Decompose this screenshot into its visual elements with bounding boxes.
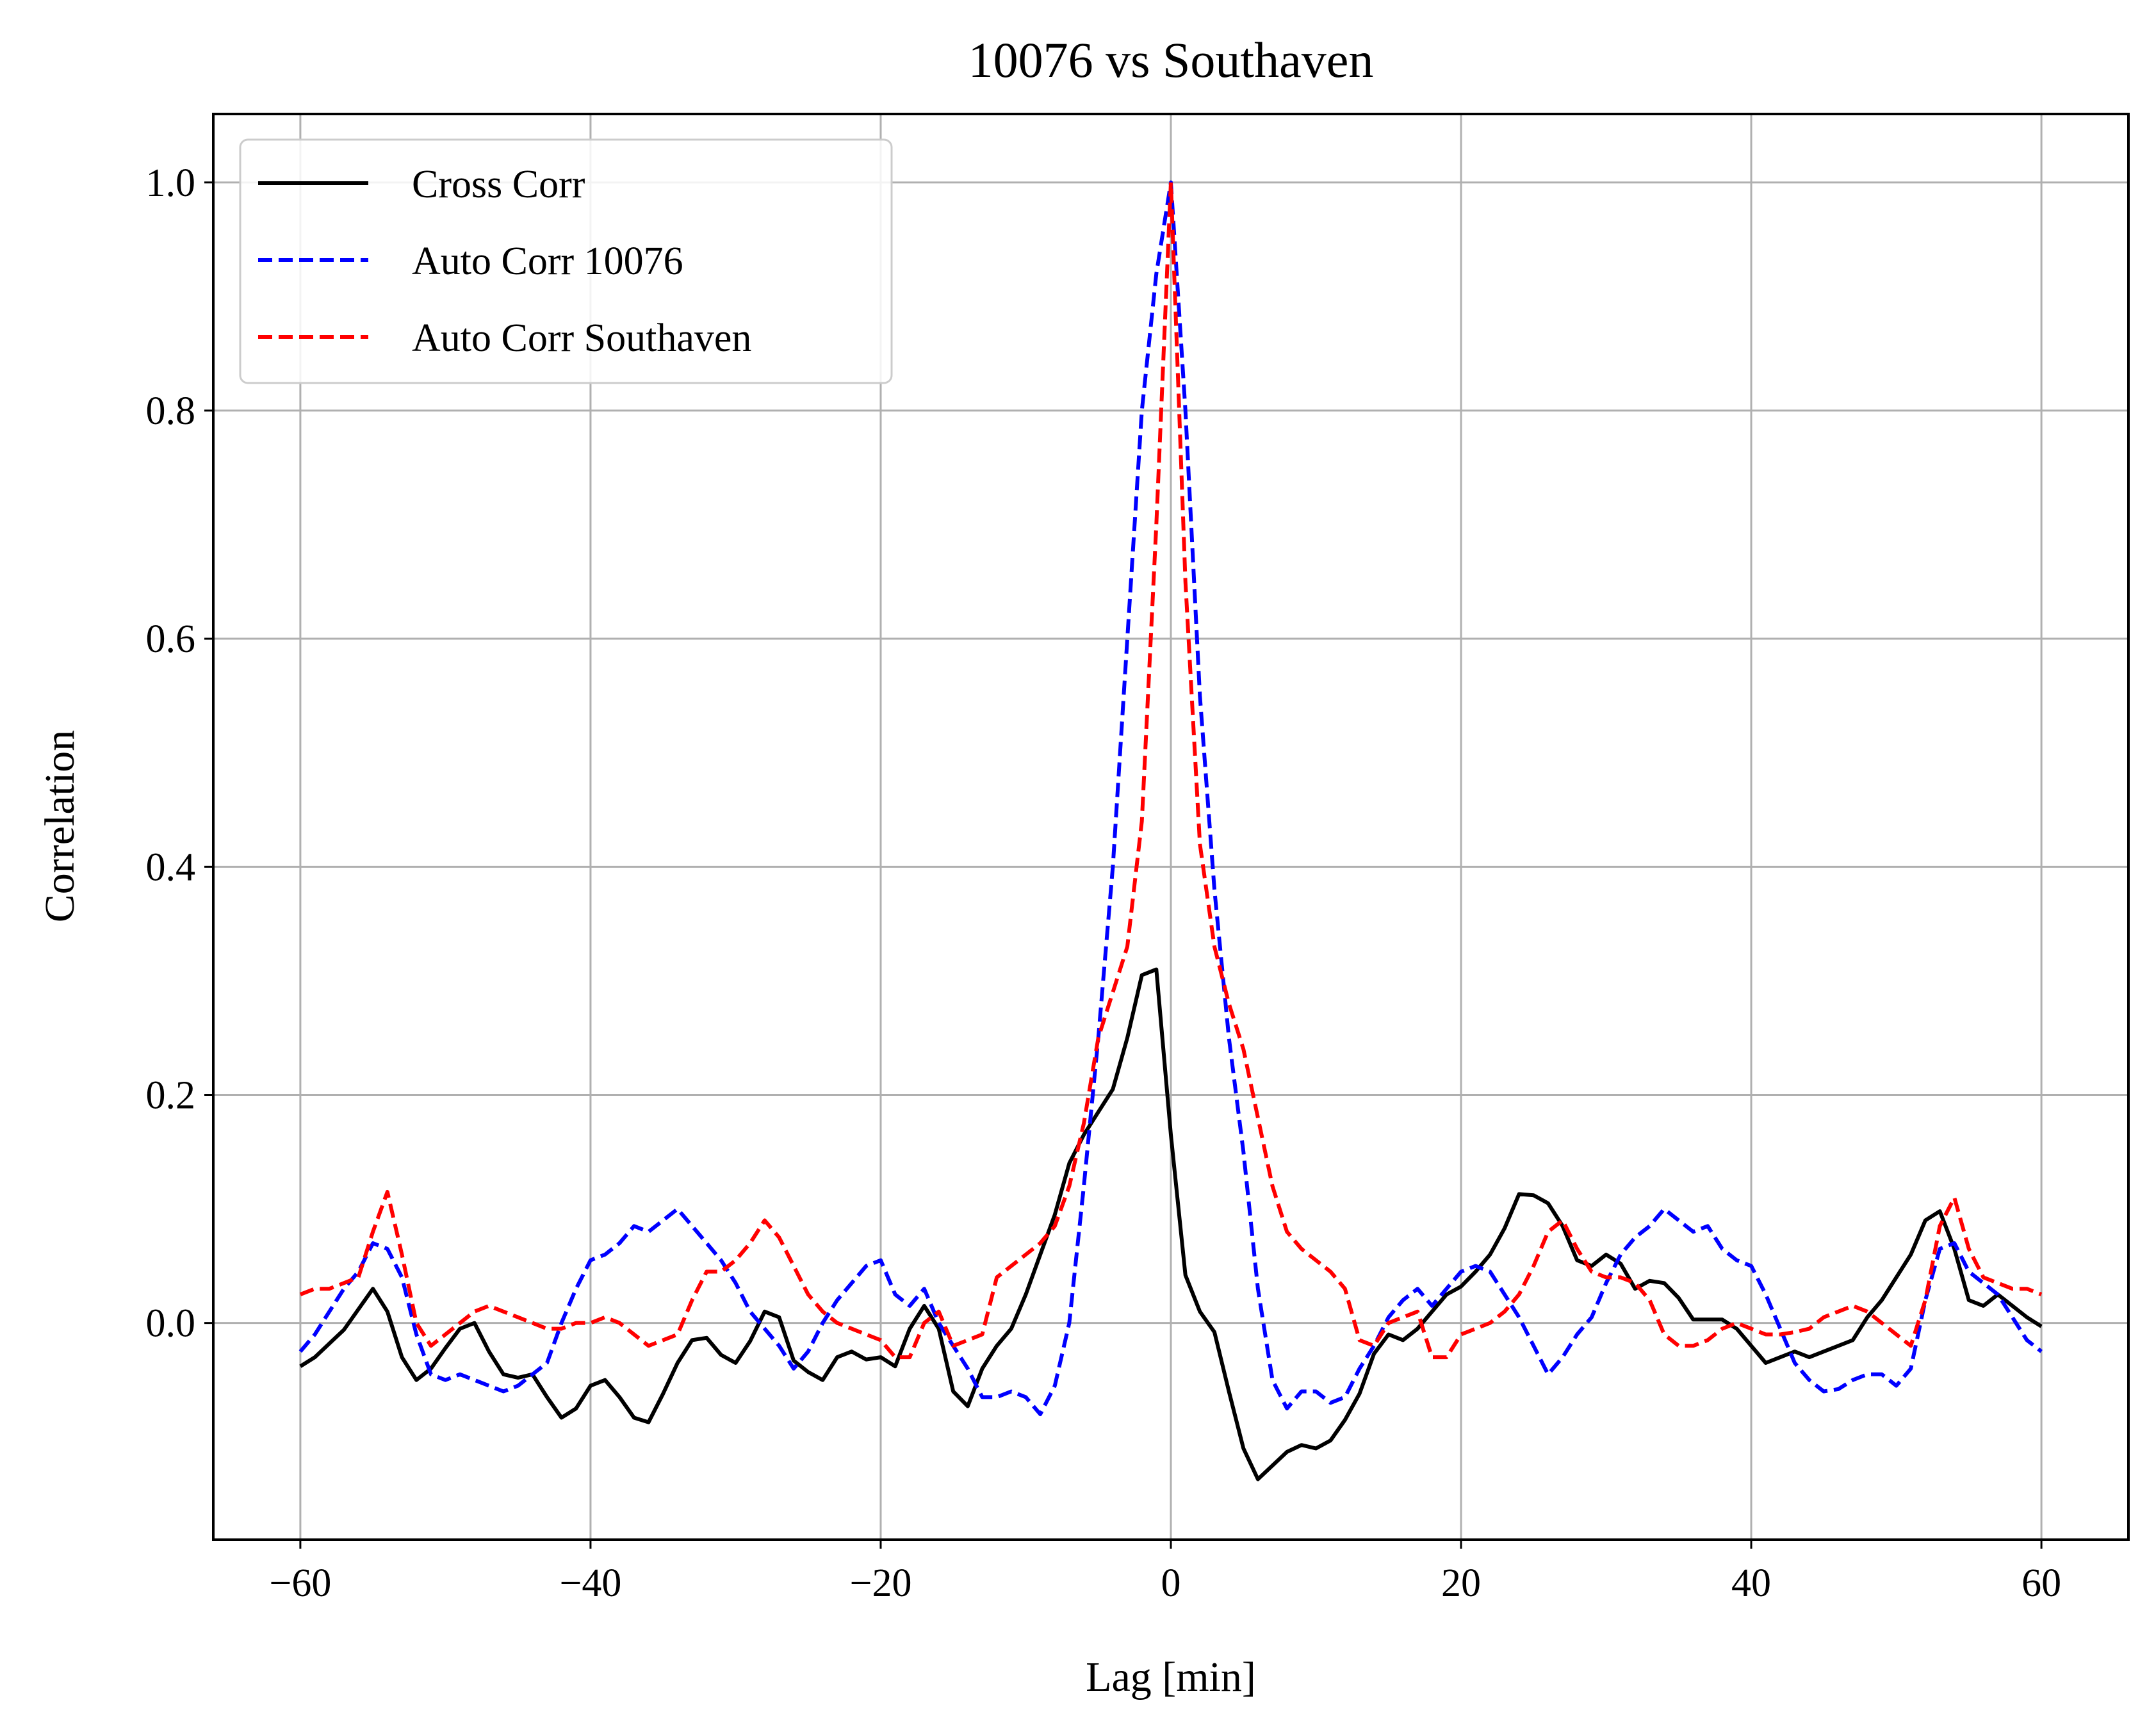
series-line-auto-corr-southaven (299, 180, 2043, 1360)
y-axis-ticks: 0.0 0.2 0.4 0.6 0.8 1.0 (146, 161, 213, 1346)
x-axis-ticks: −60 −40 −20 0 20 40 60 (269, 1540, 2061, 1605)
y-tick-label: 1.0 (146, 161, 196, 205)
x-tick-label: 60 (2021, 1561, 2061, 1605)
y-tick-label: 0.0 (146, 1302, 196, 1346)
legend: Cross Corr Auto Corr 10076 Auto Corr South… (239, 138, 893, 384)
y-tick-label: 0.6 (146, 617, 196, 661)
y-tick-label: 0.4 (146, 845, 196, 889)
x-axis-label: Lag [min] (1086, 1654, 1256, 1700)
series-line-auto-corr-10076 (298, 180, 2043, 1417)
series-line-cross-corr (299, 967, 2043, 1481)
chart-title: 10076 vs Southaven (968, 32, 1374, 88)
plot-series (298, 180, 2043, 1481)
x-tick-label: −20 (849, 1561, 911, 1605)
x-tick-label: 40 (1731, 1561, 1771, 1605)
y-tick-label: 0.8 (146, 389, 196, 433)
x-tick-label: −40 (559, 1561, 621, 1605)
legend-label-auto-corr-10076: Auto Corr 10076 (412, 240, 683, 283)
x-tick-label: −60 (269, 1561, 331, 1605)
legend-label-cross-corr: Cross Corr (412, 163, 585, 206)
y-tick-label: 0.2 (146, 1073, 196, 1117)
y-axis-label: Correlation (37, 730, 83, 923)
legend-label-auto-corr-southaven: Auto Corr Southaven (412, 316, 751, 360)
legend-box (239, 138, 893, 384)
x-tick-label: 20 (1441, 1561, 1481, 1605)
x-tick-label: 0 (1161, 1561, 1181, 1605)
